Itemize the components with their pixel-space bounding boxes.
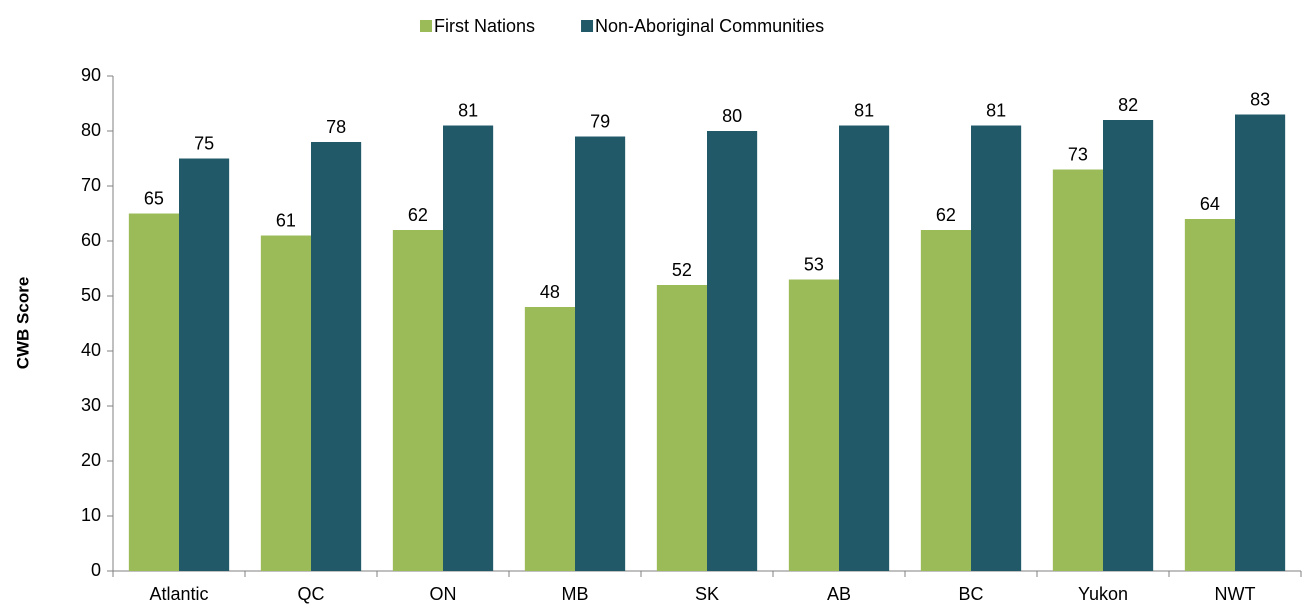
y-tick-label: 50 [81,285,101,305]
value-label: 82 [1118,95,1138,115]
legend-label: First Nations [434,16,535,36]
value-label: 81 [458,100,478,120]
bar [920,230,971,571]
value-label: 53 [804,254,824,274]
x-tick-label: Yukon [1078,584,1128,604]
value-label: 62 [408,205,428,225]
bar [311,142,362,571]
value-label: 83 [1250,89,1270,109]
bar [788,279,839,571]
value-label: 52 [672,260,692,280]
value-label: 65 [144,188,164,208]
bar [839,125,890,571]
bar [1052,169,1103,571]
x-tick-label: NWT [1215,584,1256,604]
y-tick-label: 90 [81,65,101,85]
bar [575,136,626,571]
bar [128,213,179,571]
x-tick-label: Atlantic [149,584,208,604]
x-tick-label: MB [562,584,589,604]
bar [971,125,1022,571]
value-label: 79 [590,111,610,131]
x-tick-label: ON [430,584,457,604]
value-label: 81 [986,100,1006,120]
y-tick-label: 30 [81,395,101,415]
y-tick-label: 80 [81,120,101,140]
bar [1235,114,1286,571]
legend-label: Non-Aboriginal Communities [595,16,824,36]
x-tick-label: SK [695,584,719,604]
y-tick-label: 60 [81,230,101,250]
y-tick-label: 10 [81,505,101,525]
bar [260,235,311,571]
bar [707,131,758,571]
bar [656,285,707,571]
value-label: 81 [854,100,874,120]
bar [1103,120,1154,571]
y-axis-title: CWB Score [13,277,32,370]
bar [179,158,230,571]
bar [524,307,575,571]
y-tick-label: 0 [91,560,101,580]
value-label: 64 [1200,194,1220,214]
bar [443,125,494,571]
value-label: 62 [936,205,956,225]
legend-swatch [581,20,594,32]
value-label: 48 [540,282,560,302]
value-label: 75 [194,133,214,153]
y-tick-label: 20 [81,450,101,470]
x-tick-label: AB [827,584,851,604]
value-label: 78 [326,117,346,137]
value-label: 61 [276,210,296,230]
x-tick-label: QC [298,584,325,604]
x-tick-label: BC [958,584,983,604]
y-tick-label: 40 [81,340,101,360]
bar [1184,219,1235,571]
y-tick-label: 70 [81,175,101,195]
legend-swatch [420,20,432,32]
bar [392,230,443,571]
value-label: 80 [722,106,742,126]
value-label: 73 [1068,144,1088,164]
